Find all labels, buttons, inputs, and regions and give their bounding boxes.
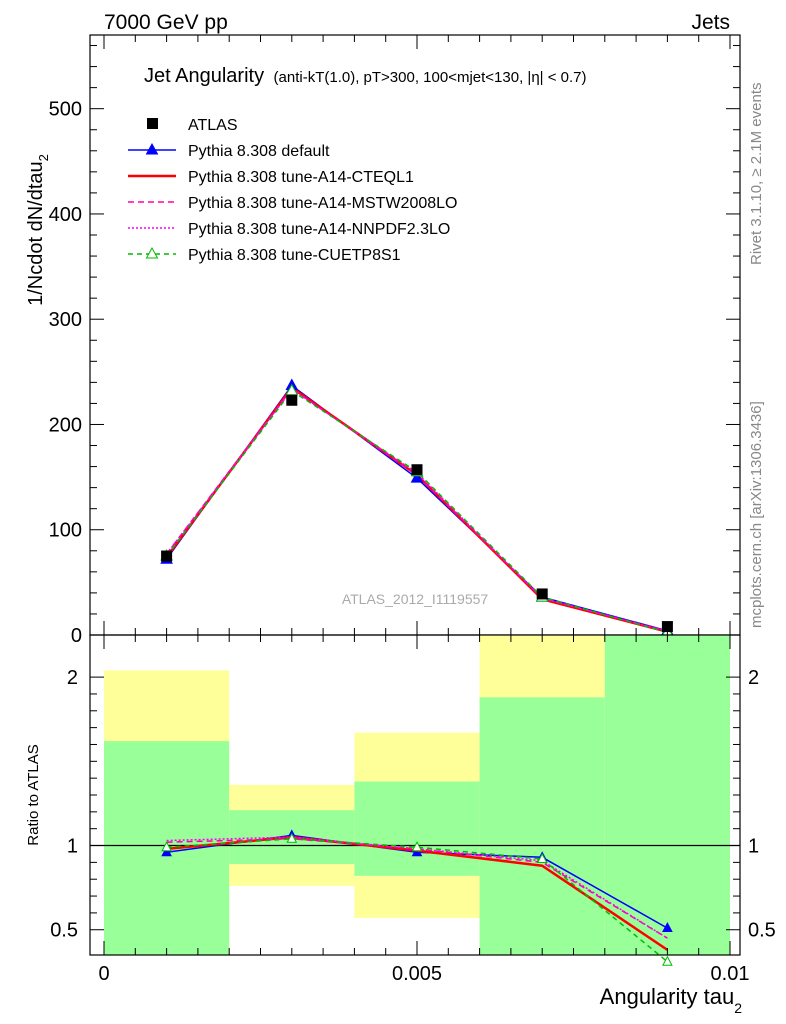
ratio-band-stat: [479, 697, 605, 955]
ratio-series-line: [166, 838, 668, 963]
plot-title-main: Jet Angularity: [144, 65, 264, 87]
ratio-series-marker: [161, 846, 172, 857]
legend-marker: [145, 246, 159, 259]
ratio-series-line: [166, 836, 668, 939]
atlas-data-point: [161, 550, 173, 562]
ratio-y-tick-label: 2: [67, 667, 78, 689]
ratio-series-marker: [411, 841, 423, 852]
x-axis-label: Angularity tau2: [600, 984, 743, 1016]
atlas-data-point: [286, 394, 298, 406]
ratio-series-marker: [286, 832, 298, 843]
ratio-band-stat: [604, 635, 730, 955]
ratio-y-tick-label-right: 0.5: [748, 920, 776, 942]
main-y-tick-label: 100: [49, 520, 82, 542]
legend: ATLAS Pythia 8.308 default Pythia 8.308 tu…: [128, 117, 457, 264]
header-left: 7000 GeV pp: [104, 11, 228, 34]
ratio-band-stat: [354, 781, 480, 876]
ratio-series-marker: [662, 955, 673, 966]
ratio-y-axis-label: Ratio to ATLAS: [25, 744, 42, 845]
legend-marker: [145, 142, 159, 155]
legend-label: Pythia 8.308 tune-A14-MSTW2008LO: [188, 195, 457, 212]
plot-title: Jet Angularity (anti-kT(1.0), pT>300, 10…: [144, 65, 587, 87]
atlas-data-point: [411, 464, 423, 476]
ratio-y-tick-label: 0.5: [50, 920, 78, 942]
main-y-tick-label: 200: [49, 414, 82, 436]
legend-marker: [147, 118, 158, 129]
header-right: Jets: [691, 11, 730, 34]
ratio-series-marker: [662, 921, 673, 933]
x-tick-label: 0.005: [392, 963, 442, 985]
legend-label: Pythia 8.308 tune-CUETP8S1: [188, 247, 401, 264]
ratio-series-marker: [161, 841, 172, 852]
ratio-y-tick-label-right: 1: [748, 836, 759, 858]
legend-label: ATLAS: [188, 117, 238, 134]
legend-label: Pythia 8.308 tune-A14-NNPDF2.3LO: [188, 221, 450, 238]
ratio-y-tick-label-right: 2: [748, 667, 759, 689]
main-y-tick-label: 0: [71, 625, 82, 647]
x-tick-label: 0.01: [711, 963, 750, 985]
main-y-axis-label: 1/Ncdot dN/dtau2: [25, 154, 51, 306]
atlas-data-point: [536, 588, 548, 600]
legend-label: Pythia 8.308 default: [188, 143, 330, 160]
analysis-watermark: ATLAS_2012_I1119557: [342, 591, 489, 607]
main-y-tick-label: 500: [49, 99, 82, 121]
main-series-line: [166, 389, 668, 634]
legend-label: Pythia 8.308 tune-A14-CTEQL1: [188, 169, 414, 186]
atlas-data-point: [661, 621, 673, 633]
ratio-y-tick-label: 1: [67, 836, 78, 858]
main-y-tick-label: 300: [49, 309, 82, 331]
ratio-series-marker: [536, 852, 548, 863]
mcplots-label: mcplots.cern.ch [arXiv:1306.3436]: [748, 401, 765, 628]
main-series-marker: [410, 471, 424, 483]
rivet-label: Rivet 3.1.10, ≥ 2.1M events: [748, 83, 765, 266]
plot-title-detail: (anti-kT(1.0), pT>300, 100<mjet<130, |η|…: [274, 69, 587, 86]
x-tick-label: 0: [98, 963, 109, 985]
main-y-tick-label: 400: [49, 204, 82, 226]
